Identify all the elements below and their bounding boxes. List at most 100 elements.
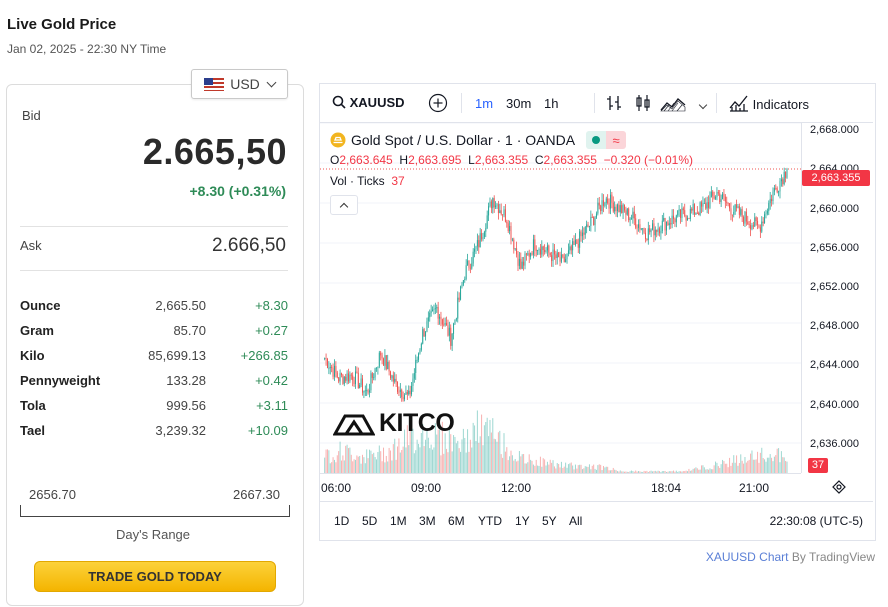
- candle-body: [516, 248, 518, 255]
- volume-bar: [729, 457, 731, 473]
- candle-body: [727, 203, 729, 204]
- volume-bar: [488, 436, 490, 473]
- candle-body: [405, 392, 407, 395]
- volume-bar: [688, 468, 690, 473]
- interval-1h[interactable]: 1h: [544, 96, 559, 111]
- range-5d[interactable]: 5D: [362, 514, 378, 528]
- candle-body: [723, 193, 725, 197]
- candle-body: [717, 192, 719, 194]
- candle-body: [404, 394, 406, 400]
- interval-30m[interactable]: 30m: [506, 96, 532, 111]
- plot-area[interactable]: [320, 122, 801, 473]
- volume-bar: [538, 465, 540, 473]
- volume-bar: [353, 459, 355, 473]
- volume-bar: [483, 425, 485, 473]
- candle-body: [401, 389, 403, 398]
- volume-bar: [472, 422, 474, 473]
- volume-bar: [559, 467, 561, 473]
- candle-body: [729, 203, 731, 209]
- x-tick: 21:00: [738, 481, 770, 495]
- candle-body: [361, 378, 363, 393]
- volume-bar: [733, 455, 735, 473]
- range-1m[interactable]: 1M: [390, 514, 407, 528]
- candle-body: [754, 217, 756, 227]
- candle-body: [446, 323, 448, 326]
- volume-bar: [555, 468, 557, 473]
- chart-attribution: XAUUSD Chart By TradingView: [706, 550, 875, 564]
- candle-body: [436, 307, 438, 309]
- candle-body: [699, 202, 701, 215]
- timezone-settings-button[interactable]: [832, 480, 846, 499]
- candle-body: [703, 203, 705, 204]
- range-1y[interactable]: 1Y: [515, 514, 530, 528]
- volume-bar: [661, 471, 663, 473]
- candle-body: [458, 297, 460, 300]
- candle-body: [387, 361, 389, 370]
- currency-select[interactable]: USD: [191, 69, 288, 99]
- candle-body: [391, 375, 393, 379]
- volume-bar: [377, 452, 379, 473]
- candle-body: [771, 198, 773, 202]
- volume-bar: [409, 428, 411, 473]
- volume-bar: [485, 421, 487, 473]
- volume-bar: [405, 447, 407, 473]
- candle-body: [412, 378, 414, 386]
- candle-body: [349, 374, 351, 382]
- volume-bar: [663, 470, 665, 473]
- volume-bar: [744, 457, 746, 473]
- volume-bar: [387, 461, 389, 473]
- volume-bar: [615, 470, 617, 473]
- volume-bar: [509, 456, 511, 473]
- volume-bar: [758, 462, 760, 473]
- chart-clock[interactable]: 22:30:08 (UTC-5): [769, 514, 863, 528]
- kitco-wordmark: KITCO: [379, 409, 455, 437]
- unit-name: Tola: [20, 398, 46, 413]
- volume-bar: [367, 458, 369, 473]
- volume-bar: [727, 467, 729, 473]
- candle-body: [580, 231, 582, 237]
- volume-bar: [434, 423, 436, 473]
- candle-body: [511, 239, 513, 241]
- candle-body: [626, 208, 628, 215]
- chart-type-button[interactable]: [660, 94, 707, 115]
- volume-bar: [785, 460, 787, 473]
- candle-body: [576, 239, 578, 244]
- collapse-legend-button[interactable]: [330, 195, 358, 215]
- interval-1m[interactable]: 1m: [475, 96, 494, 111]
- unit-change: +3.11: [256, 398, 288, 413]
- x-tick: 12:00: [500, 481, 532, 495]
- range-6m[interactable]: 6M: [448, 514, 465, 528]
- candle-body: [524, 253, 526, 266]
- bar-style-button[interactable]: [606, 94, 622, 115]
- volume-bar: [632, 471, 634, 473]
- volume-bar: [513, 460, 515, 473]
- volume-bar: [764, 459, 766, 473]
- volume-bar: [642, 471, 644, 473]
- volume-bar: [647, 472, 649, 473]
- candle-body: [559, 257, 561, 262]
- range-5y[interactable]: 5Y: [542, 514, 557, 528]
- compare-button[interactable]: [428, 93, 448, 116]
- symbol-search[interactable]: XAUUSD: [332, 95, 405, 110]
- trade-gold-button[interactable]: TRADE GOLD TODAY: [34, 561, 276, 592]
- price-axis[interactable]: 2,668.000 2,664.000 2,660.000 2,656.000 …: [801, 123, 874, 473]
- volume-bar: [486, 417, 488, 473]
- range-ytd[interactable]: YTD: [478, 514, 502, 528]
- indicators-button[interactable]: Indicators: [729, 94, 809, 112]
- time-axis[interactable]: 06:00 09:00 12:00 18:04 21:00: [320, 473, 801, 502]
- candle-body: [682, 208, 684, 211]
- volume-bar: [716, 462, 718, 473]
- candle-body: [453, 323, 455, 334]
- volume-bar: [715, 461, 717, 473]
- candle-body: [587, 224, 589, 227]
- volume-bar: [616, 471, 618, 473]
- range-1d[interactable]: 1D: [334, 514, 350, 528]
- candle-body: [604, 202, 606, 206]
- volume-bar: [516, 461, 518, 473]
- range-3m[interactable]: 3M: [419, 514, 436, 528]
- range-all[interactable]: All: [569, 514, 583, 528]
- candles-button[interactable]: [634, 94, 652, 115]
- volume-bar: [601, 470, 603, 473]
- unit-name: Tael: [20, 423, 46, 438]
- attribution-link[interactable]: XAUUSD Chart: [705, 550, 789, 564]
